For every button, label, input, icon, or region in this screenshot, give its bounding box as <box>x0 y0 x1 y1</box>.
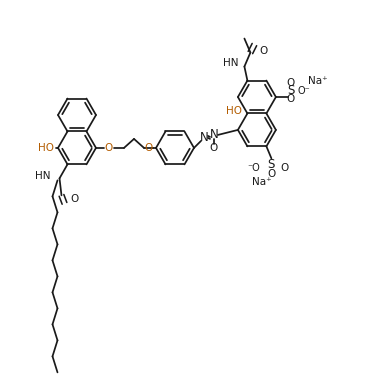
Text: HO: HO <box>226 106 242 117</box>
Text: O: O <box>267 169 276 179</box>
Text: Na⁺: Na⁺ <box>308 76 328 86</box>
Text: O: O <box>287 94 295 104</box>
Text: O: O <box>145 143 153 153</box>
Text: O: O <box>280 163 289 173</box>
Text: HN: HN <box>35 171 50 181</box>
Text: ⁻O: ⁻O <box>248 163 260 173</box>
Text: HO: HO <box>38 143 54 153</box>
Text: Na⁺: Na⁺ <box>252 177 271 187</box>
Text: N: N <box>209 129 218 141</box>
Text: HN: HN <box>223 58 238 68</box>
Text: O: O <box>287 78 295 88</box>
Text: O: O <box>71 194 79 205</box>
Text: O⁻: O⁻ <box>298 86 311 96</box>
Text: S: S <box>268 158 275 171</box>
Text: S: S <box>287 85 295 97</box>
Text: O: O <box>105 143 113 153</box>
Text: N: N <box>200 131 208 144</box>
Text: O: O <box>260 45 268 56</box>
Text: O: O <box>210 143 218 153</box>
